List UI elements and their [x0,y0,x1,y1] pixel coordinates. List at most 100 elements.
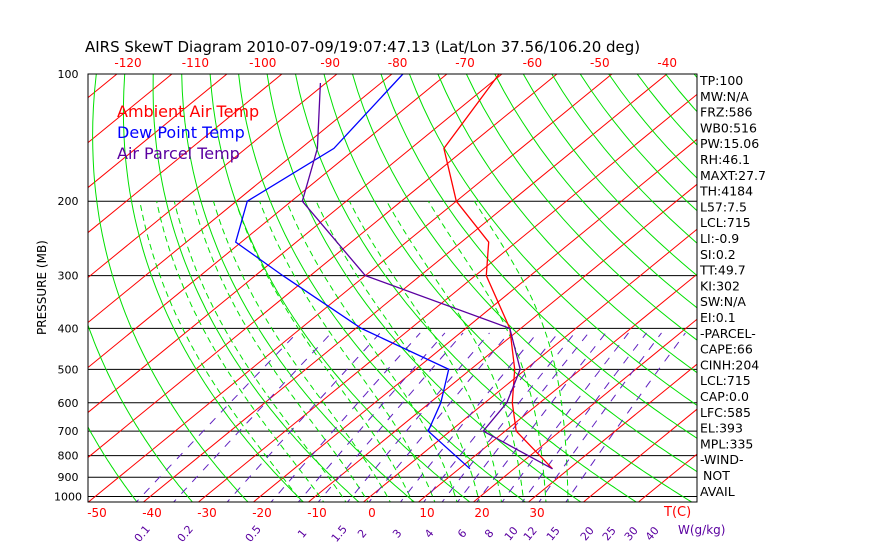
mixing-ratio-line [135,332,298,502]
top-temp-tick-label: -90 [320,56,340,70]
moist-adiabat [285,201,458,502]
y-axis-label: PRESSURE (MB) [35,240,49,335]
moist-adiabat [156,201,325,502]
stat-item: SW:N/A [700,294,746,309]
dry-adiabat [88,426,138,502]
pressure-tick-label: 100 [58,68,79,81]
top-temp-tick-label: -100 [249,56,276,70]
stat-item: LCL:715 [700,373,751,388]
mixing-ratio-tick-label: 3 [390,527,404,541]
x-axis-label: T(C) [663,505,691,520]
mixing-ratio-line [456,332,589,502]
chart-title: AIRS SkewT Diagram 2010-07-09/19:07:47.1… [85,38,640,56]
isotherm [88,74,613,502]
pressure-tick-label: 800 [58,450,79,463]
stat-item: FRZ:586 [700,105,753,120]
pressure-tick-label: 700 [58,425,79,438]
dry-adiabat [323,74,693,502]
bottom-temp-tick-label: -40 [142,506,162,520]
stat-item: -PARCEL- [700,326,756,341]
mixing-ratio-line [270,332,421,502]
isotherm [472,318,697,502]
mixing-ratio-line [173,332,332,502]
isotherm [88,74,448,369]
dry-adiabat [380,74,697,439]
mixing-ratio-tick-label: 4 [422,527,436,541]
bottom-temp-tick-label: -20 [252,506,272,520]
top-temp-tick-label: -50 [590,56,610,70]
stat-item: MAXT:27.7 [700,168,766,183]
dry-adiabat [494,74,697,309]
stat-item: RH:46.1 [700,152,750,167]
isotherm [307,183,697,502]
stat-item: CAP:0.0 [700,389,749,404]
pressure-tick-label: 200 [58,195,79,208]
isotherm [88,74,338,279]
mixing-ratio-tick-label: 6 [455,527,469,541]
mixing-ratio-line [423,332,559,502]
isotherm [527,363,697,502]
stat-item: KI:302 [700,278,740,293]
mixing-ratio-line [521,332,647,502]
mixing-ratio-line [317,332,464,502]
series-line-dew-point-temp [234,74,471,470]
legend-entry: Air Parcel Temp [117,144,240,163]
mixing-ratio-tick-label: 20 [578,524,597,543]
dry-adiabat [665,74,697,113]
mixing-ratio-line [565,332,686,502]
stat-item: MPL:335 [700,436,753,451]
mixing-ratio-line [538,332,662,502]
top-temp-tick-label: -60 [523,56,543,70]
dry-adiabat [266,74,582,502]
stat-item: CINH:204 [700,357,759,372]
mixing-ratio-tick-label: 10 [502,524,521,543]
dry-adiabat [181,74,416,502]
top-temp-tick-label: -110 [182,56,209,70]
dry-adiabat [437,74,697,374]
moist-adiabat [173,201,347,502]
top-temp-tick-label: -80 [388,56,408,70]
isotherm [0,55,31,506]
stat-item: SI:0.2 [700,247,736,262]
dry-adiabat [352,74,697,473]
pressure-tick-label: 500 [58,363,79,376]
legend-entry: Ambient Air Temp [117,102,259,121]
mixing-ratio-label: W(g/kg) [678,523,725,537]
mixing-ratio-tick-label: 0.1 [132,523,153,545]
stat-item: TT:49.7 [699,263,746,278]
mixing-ratio-tick-label: 30 [622,524,641,543]
stat-item: EI:0.1 [700,310,736,325]
mixing-ratio-tick-label: 1.5 [329,523,350,545]
stat-item: MW:N/A [700,89,749,104]
mixing-ratio-tick-label: 2 [355,527,369,541]
dry-adiabat [295,74,638,502]
isotherm [582,408,697,502]
pressure-tick-label: 600 [58,397,79,410]
stat-item: TP:100 [699,73,743,88]
mixing-ratio-tick-label: 40 [643,524,662,543]
bottom-temp-tick-label: 30 [529,506,544,520]
dry-adiabat [408,74,697,406]
mixing-ratio-line [441,332,576,502]
mixing-ratio-tick-label: 25 [600,524,619,543]
isotherm [197,93,697,502]
mixing-ratio-line [226,332,381,502]
isotherm [88,74,503,414]
isotherm [88,74,558,459]
dry-adiabat [88,323,194,502]
top-temp-tick-label: -40 [657,56,677,70]
isotherm [417,273,697,502]
stat-item: CAPE:66 [700,342,753,357]
stat-item: WB0:516 [700,120,757,135]
legend-entry: Dew Point Temp [117,123,245,142]
moist-adiabat [259,201,436,502]
mixing-ratio-line [368,332,510,502]
dry-adiabat [122,74,305,502]
pressure-tick-label: 300 [58,270,79,283]
pressure-tick-label: 1000 [54,491,82,504]
dry-adiabat [92,74,249,502]
isotherm [88,74,173,144]
top-temp-tick-label: -70 [455,56,475,70]
